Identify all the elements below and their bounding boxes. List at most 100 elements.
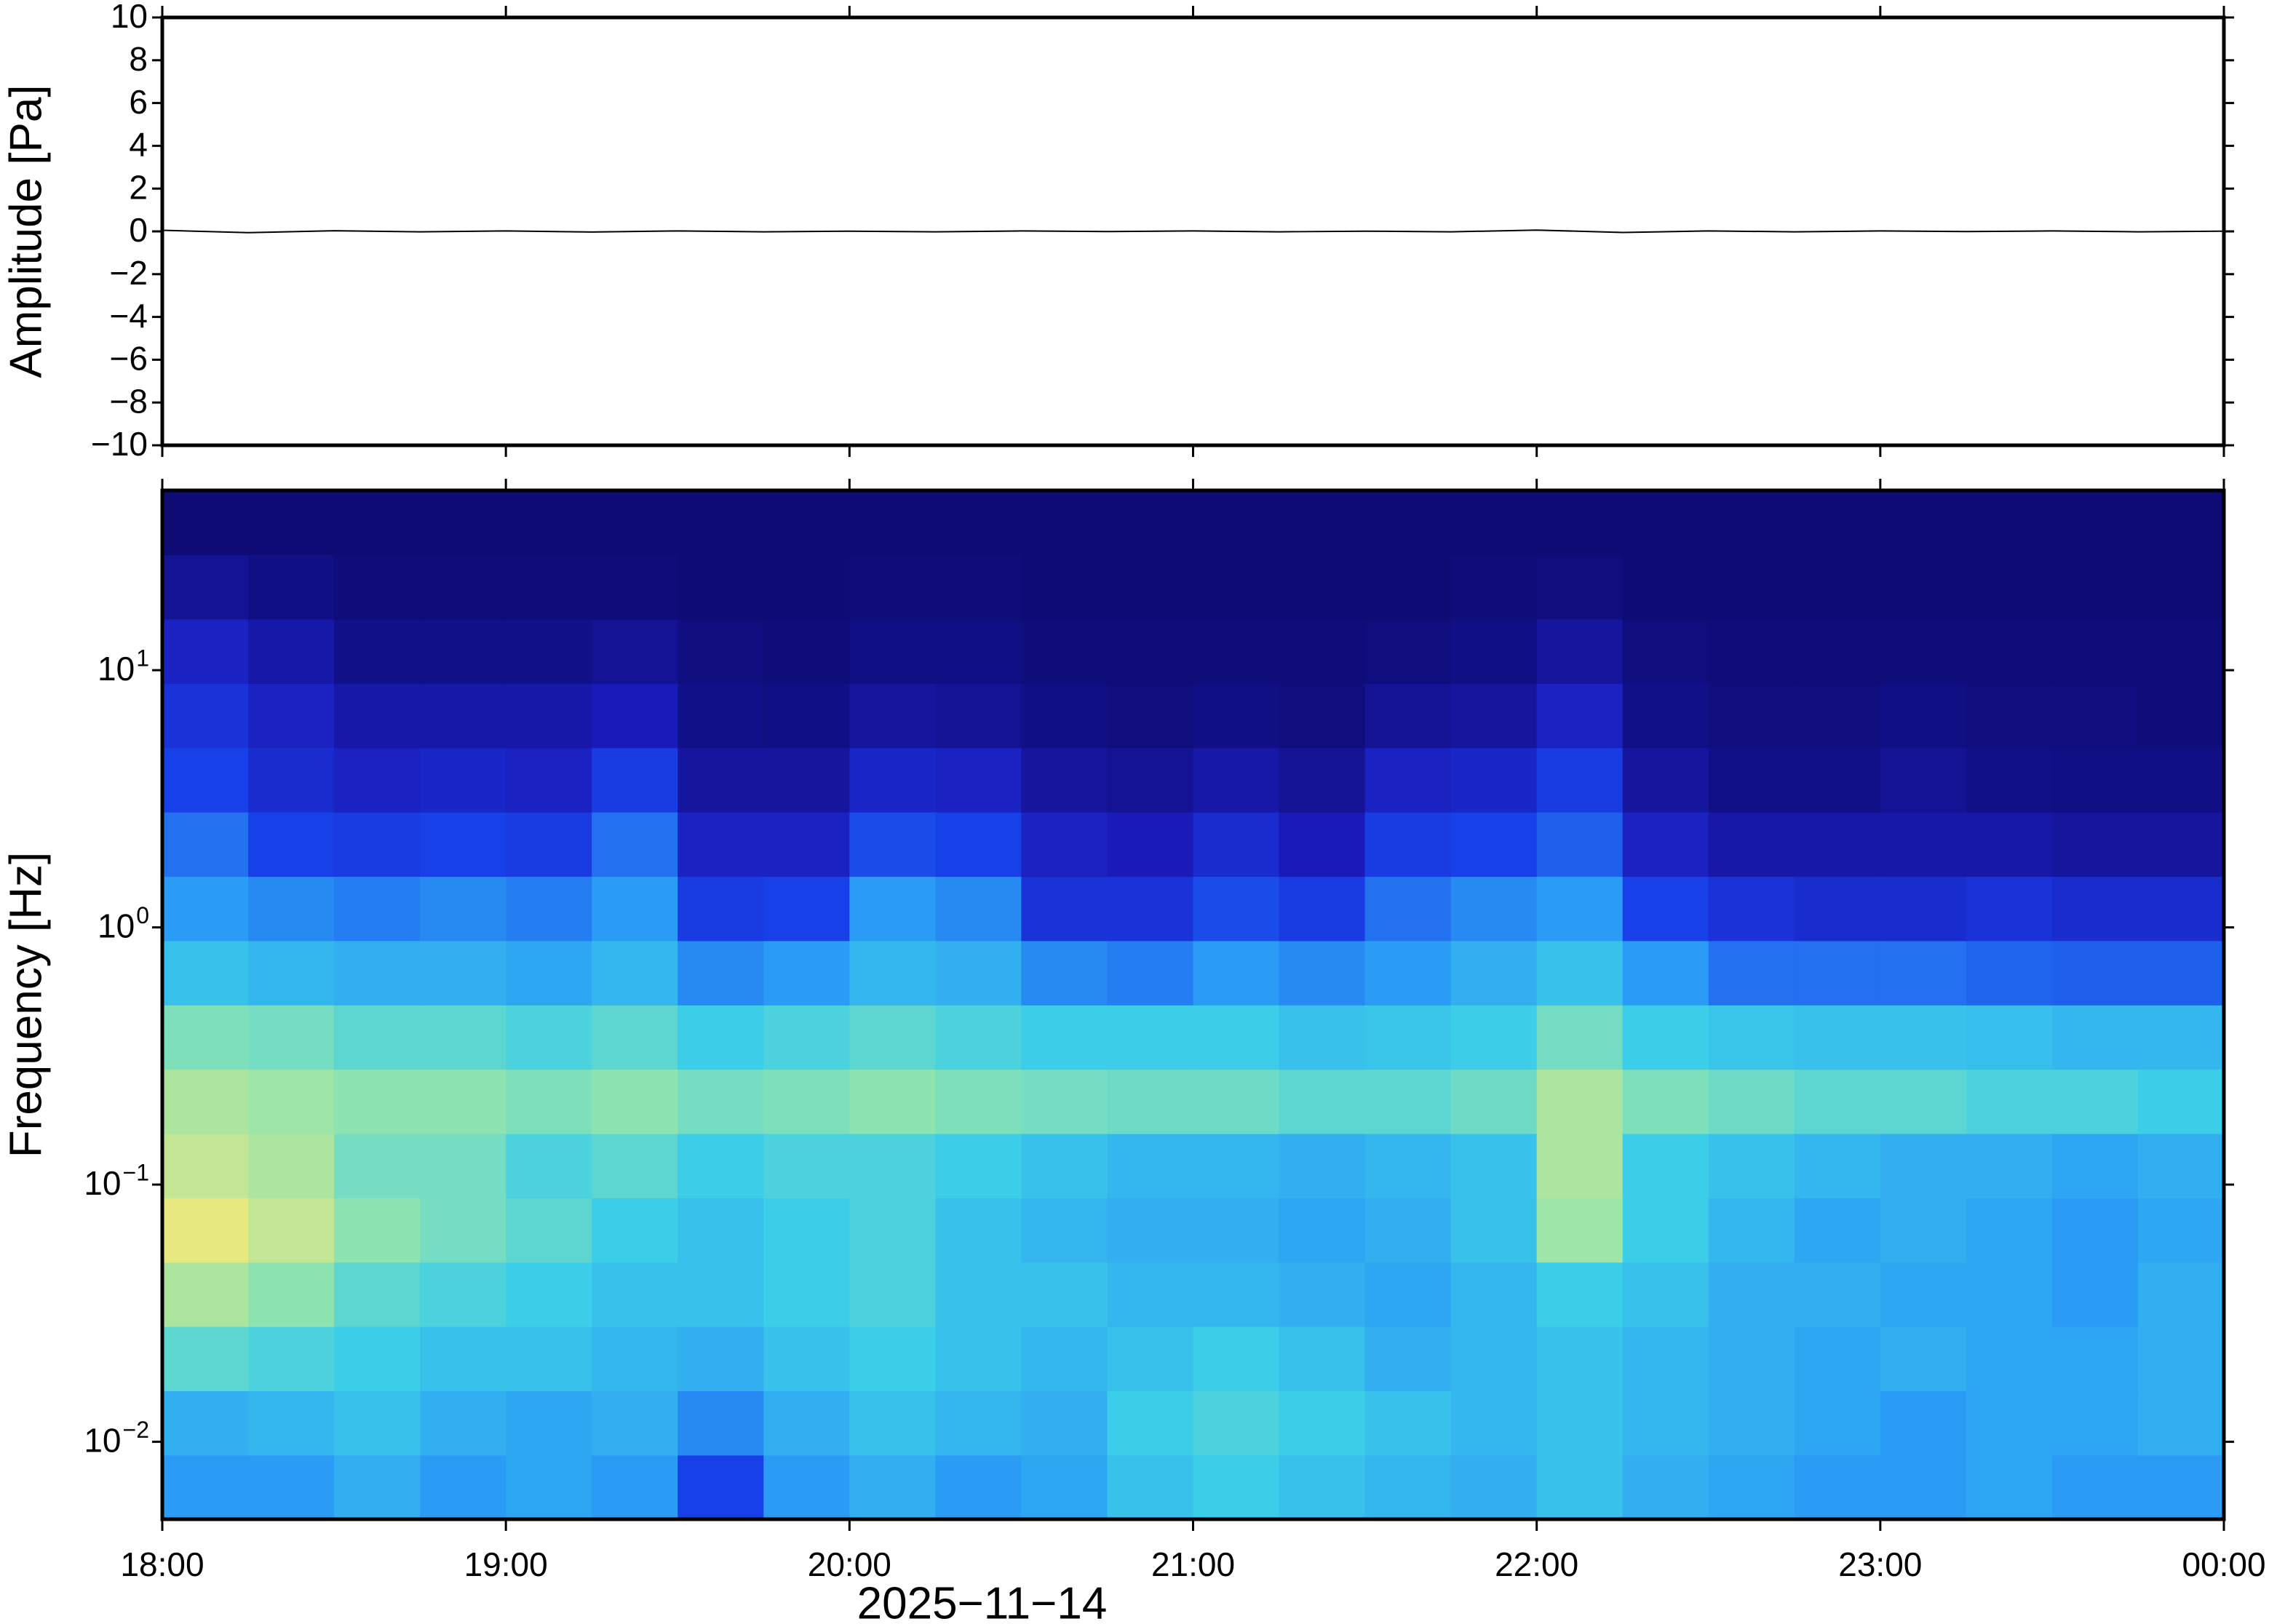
spectrogram-cell	[1708, 490, 1795, 556]
spectrogram-cell	[763, 811, 851, 877]
spectrogram-cell	[763, 554, 851, 620]
spectrogram-cell	[506, 1198, 593, 1263]
spectrogram-cell	[1364, 747, 1452, 813]
spectrogram-cell	[1794, 618, 1881, 684]
spectrogram-cell	[1193, 490, 1280, 556]
spectrogram-cell	[334, 1454, 421, 1520]
spectrogram-cell	[1279, 876, 1366, 942]
spectrogram-cell	[1193, 1326, 1280, 1392]
spectrogram-cell	[1450, 747, 1538, 813]
spectrogram-cell	[763, 490, 851, 556]
spectrogram-cell	[592, 683, 679, 749]
spectrogram-cell	[1536, 1390, 1624, 1456]
spectrogram-cell	[2051, 618, 2139, 684]
spectrogram-cell	[1708, 1262, 1795, 1327]
spectrogram-cell	[334, 490, 421, 556]
x-tick-label: 22:00	[1495, 1545, 1578, 1583]
spectrogram-cell	[2137, 1262, 2225, 1327]
spectrogram-cell	[849, 811, 937, 877]
spectrogram-cell	[1364, 1262, 1452, 1327]
spectrogram-cell	[1193, 683, 1280, 749]
x-tick-label: 20:00	[808, 1545, 891, 1583]
spectrogram-cell	[420, 554, 506, 620]
spectrogram-cell	[1622, 1133, 1709, 1198]
spectrogram-cell	[1107, 1454, 1194, 1520]
spectrogram-cell	[1279, 683, 1366, 749]
spectrogram-cell	[1364, 683, 1452, 749]
y-tick-exponent: 1	[136, 645, 149, 672]
spectrogram-cell	[1364, 1198, 1452, 1263]
spectrogram-cell	[1536, 554, 1624, 620]
spectrogram-cell	[1536, 876, 1624, 942]
spectrogram-cell	[334, 1326, 421, 1392]
spectrogram-cell	[162, 1326, 249, 1392]
spectrogram-cell	[506, 554, 593, 620]
spectrogram-cell	[677, 811, 765, 877]
spectrogram-cell	[1279, 1005, 1366, 1070]
spectrogram-cell	[592, 747, 679, 813]
spectrogram-cell	[1536, 1262, 1624, 1327]
spectrogram-cell	[763, 683, 851, 749]
spectrogram-cell	[2137, 1005, 2225, 1070]
spectrogram-cell	[2137, 1326, 2225, 1392]
spectrogram-cell	[1450, 618, 1538, 684]
spectrogram-cell	[763, 1390, 851, 1456]
spectrogram-cell	[162, 940, 249, 1006]
spectrogram-cell	[935, 1005, 1022, 1070]
spectrogram-cell	[420, 1069, 506, 1134]
spectrogram-cell	[1536, 1326, 1624, 1392]
spectrogram-cell	[1966, 1262, 2053, 1327]
spectrogram-cell	[2137, 683, 2225, 749]
spectrogram-cell	[1794, 811, 1881, 877]
y-tick-label: 10	[98, 650, 135, 688]
spectrogram-cell	[2137, 1390, 2225, 1456]
spectrogram-cell	[248, 490, 335, 556]
spectrogram-cell	[1279, 1198, 1366, 1263]
spectrogram-cell	[1536, 1005, 1624, 1070]
spectrogram-cell	[2051, 1454, 2139, 1520]
spectrogram-cell	[1708, 554, 1795, 620]
spectrogram-cell	[1966, 618, 2053, 684]
spectrogram-cell	[1880, 490, 1967, 556]
y-tick-label: 10	[84, 1422, 121, 1460]
spectrogram-cell	[1021, 1133, 1108, 1198]
spectrogram-cell	[334, 554, 421, 620]
spectrogram-cell	[2137, 811, 2225, 877]
spectrogram-cell	[2051, 490, 2139, 556]
y-axis-label: Amplitude [Pa]	[1, 84, 51, 378]
spectrogram-cell	[763, 1262, 851, 1327]
spectrogram-cell	[2051, 554, 2139, 620]
spectrogram-cell	[1450, 811, 1538, 877]
spectrogram-cell	[420, 747, 506, 813]
y-tick-label: 0	[129, 211, 148, 249]
spectrogram-cell	[1107, 1069, 1194, 1134]
spectrogram-cell	[677, 747, 765, 813]
y-tick-label: −6	[110, 340, 148, 378]
spectrogram-cell	[1193, 811, 1280, 877]
spectrogram-cell	[1536, 1198, 1624, 1263]
spectrogram-cell	[506, 940, 593, 1006]
spectrogram-cell	[849, 1454, 937, 1520]
spectrogram-cell	[677, 554, 765, 620]
spectrogram-cell	[2051, 940, 2139, 1006]
spectrogram-cell	[935, 1454, 1022, 1520]
spectrogram-cell	[1536, 747, 1624, 813]
spectrogram-cell	[506, 490, 593, 556]
spectrogram-cell	[334, 811, 421, 877]
spectrogram-cell	[420, 683, 506, 749]
spectrogram-cell	[1021, 1326, 1108, 1392]
spectrogram-cell	[1708, 747, 1795, 813]
spectrogram-cell	[935, 811, 1022, 877]
spectrogram-cell	[162, 1198, 249, 1263]
spectrogram-cell	[2137, 1069, 2225, 1134]
spectrogram-cell	[1279, 618, 1366, 684]
spectrogram-cell	[1193, 1198, 1280, 1263]
spectrogram-cell	[1021, 618, 1108, 684]
y-tick-exponent: 0	[136, 902, 149, 928]
spectrogram-cell	[1622, 490, 1709, 556]
spectrogram-cell	[1794, 1454, 1881, 1520]
spectrogram-cell	[2051, 1390, 2139, 1456]
spectrogram-cell	[1966, 747, 2053, 813]
spectrogram-cell	[334, 1005, 421, 1070]
